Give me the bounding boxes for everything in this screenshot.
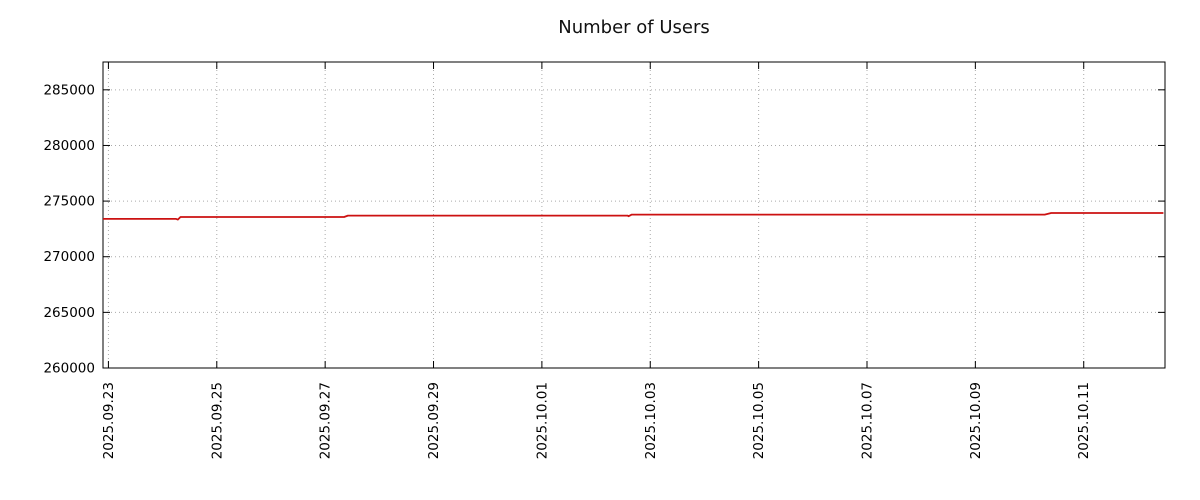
x-tick-label: 2025.10.01 xyxy=(534,382,550,459)
y-tick-label: 280000 xyxy=(43,138,95,154)
x-tick-label: 2025.10.05 xyxy=(751,382,767,459)
x-tick-label: 2025.10.11 xyxy=(1076,382,1092,459)
y-tick-label: 265000 xyxy=(43,305,95,321)
plot-border xyxy=(102,61,1166,369)
x-tick-label: 2025.10.09 xyxy=(968,382,984,459)
y-tick-label: 285000 xyxy=(43,82,95,98)
x-tick-label: 2025.09.27 xyxy=(318,382,334,459)
series-line-users xyxy=(103,212,1164,221)
x-tick-label: 2025.09.23 xyxy=(101,382,117,459)
y-tick-label: 260000 xyxy=(43,361,95,377)
y-tick-label: 275000 xyxy=(43,194,95,210)
x-tick-label: 2025.10.03 xyxy=(643,382,659,459)
x-tick-label: 2025.09.29 xyxy=(426,382,442,459)
x-tick-label: 2025.10.07 xyxy=(859,382,875,459)
chart-title: Number of Users xyxy=(558,17,710,38)
x-tick-label: 2025.09.25 xyxy=(209,382,225,459)
y-tick-label: 270000 xyxy=(43,249,95,265)
